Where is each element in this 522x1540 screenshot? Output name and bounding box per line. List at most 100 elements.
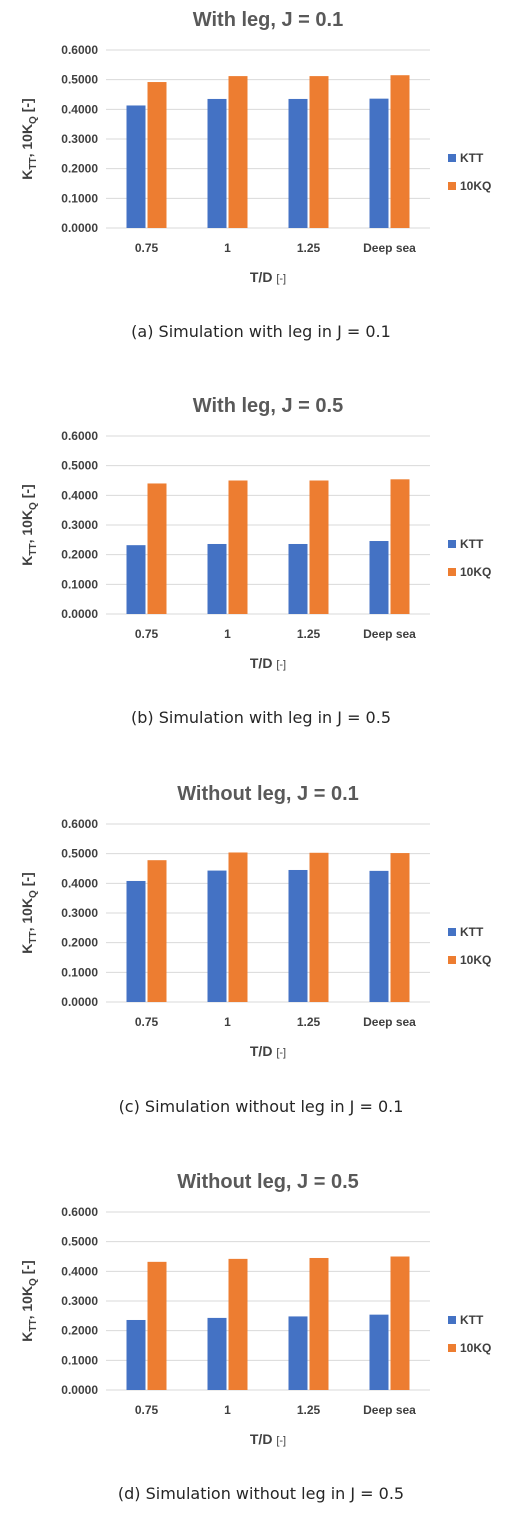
x-axis-title: T/D [-] bbox=[250, 1043, 286, 1059]
x-tick-label: 1.25 bbox=[297, 1015, 321, 1029]
legend-label: 10KQ bbox=[460, 179, 491, 193]
y-tick-label: 0.0000 bbox=[61, 995, 98, 1009]
y-tick-label: 0.6000 bbox=[61, 1205, 98, 1219]
bar-10kq bbox=[147, 483, 167, 614]
y-tick-label: 0.4000 bbox=[61, 488, 98, 502]
x-tick-label: 0.75 bbox=[135, 1403, 159, 1417]
figure-caption: (b) Simulation with leg in J = 0.5 bbox=[130, 708, 391, 727]
legend-swatch bbox=[448, 182, 456, 190]
bar-ktt bbox=[207, 870, 227, 1002]
x-axis-title: T/D [-] bbox=[250, 655, 286, 671]
y-tick-label: 0.3000 bbox=[61, 1294, 98, 1308]
bar-10kq bbox=[228, 480, 248, 614]
y-tick-label: 0.1000 bbox=[61, 191, 98, 205]
bar-10kq bbox=[147, 860, 167, 1002]
bar-ktt bbox=[369, 870, 389, 1002]
y-tick-label: 0.6000 bbox=[61, 817, 98, 831]
y-tick-label: 0.4000 bbox=[61, 1264, 98, 1278]
bar-ktt bbox=[288, 98, 308, 228]
legend-swatch bbox=[448, 956, 456, 964]
chart-title: Without leg, J = 0.5 bbox=[177, 1171, 359, 1193]
x-tick-label: 0.75 bbox=[135, 241, 159, 255]
x-tick-label: 1 bbox=[224, 1015, 231, 1029]
x-tick-label: Deep sea bbox=[363, 627, 416, 641]
legend-swatch bbox=[448, 568, 456, 576]
bar-10kq bbox=[228, 76, 248, 229]
bar-chart: With leg, J = 0.1 0.0000 0.1000 0.2000 0.300… bbox=[19, 9, 491, 285]
legend-swatch bbox=[448, 540, 456, 548]
x-tick-label: 1 bbox=[224, 241, 231, 255]
y-tick-label: 0.3000 bbox=[61, 518, 98, 532]
bar-ktt bbox=[207, 1317, 227, 1390]
bar-10kq bbox=[390, 479, 410, 614]
bar-10kq bbox=[309, 852, 329, 1002]
x-axis-title: T/D [-] bbox=[250, 269, 286, 285]
bar-ktt bbox=[288, 543, 308, 614]
legend-swatch bbox=[448, 928, 456, 936]
legend-label: KTT bbox=[460, 925, 484, 939]
chart-panel: With leg, J = 0.1 0.0000 0.1000 0.2000 0.300… bbox=[0, 0, 522, 378]
bar-10kq bbox=[390, 75, 410, 228]
bar-10kq bbox=[309, 480, 329, 614]
bar-chart: With leg, J = 0.5 0.0000 0.1000 0.2000 0.300… bbox=[19, 395, 491, 671]
legend-swatch bbox=[448, 1344, 456, 1352]
bar-ktt bbox=[369, 1314, 389, 1390]
bar-ktt bbox=[369, 98, 389, 228]
y-tick-label: 0.5000 bbox=[61, 73, 98, 87]
y-tick-label: 0.2000 bbox=[61, 936, 98, 950]
figure-caption: (a) Simulation with leg in J = 0.1 bbox=[131, 322, 391, 341]
legend-label: KTT bbox=[460, 537, 484, 551]
legend-label: 10KQ bbox=[460, 953, 491, 967]
legend-label: 10KQ bbox=[460, 565, 491, 579]
bar-10kq bbox=[309, 76, 329, 229]
y-axis-title: KTT, 10KQ [-] bbox=[19, 872, 39, 953]
figure-caption: (c) Simulation without leg in J = 0.1 bbox=[118, 1097, 404, 1116]
x-tick-label: 1 bbox=[224, 1403, 231, 1417]
y-tick-label: 0.6000 bbox=[61, 429, 98, 443]
chart-panel: With leg, J = 0.5 0.0000 0.1000 0.2000 0.300… bbox=[0, 386, 522, 764]
legend-label: KTT bbox=[460, 1313, 484, 1327]
bar-ktt bbox=[126, 545, 146, 614]
x-tick-label: Deep sea bbox=[363, 1403, 416, 1417]
bar-10kq bbox=[147, 82, 167, 228]
x-tick-label: 1.25 bbox=[297, 627, 321, 641]
y-tick-label: 0.5000 bbox=[61, 459, 98, 473]
x-axis-title: T/D [-] bbox=[250, 1431, 286, 1447]
bar-10kq bbox=[228, 1258, 248, 1390]
y-tick-label: 0.6000 bbox=[61, 43, 98, 57]
legend-swatch bbox=[448, 154, 456, 162]
chart-panel: Without leg, J = 0.1 0.0000 0.1000 0.2000 0.… bbox=[0, 774, 522, 1152]
y-axis-title: KTT, 10KQ [-] bbox=[19, 484, 39, 565]
bar-chart: Without leg, J = 0.5 0.0000 0.1000 0.2000 0.… bbox=[19, 1171, 491, 1447]
x-tick-label: 0.75 bbox=[135, 627, 159, 641]
bar-10kq bbox=[147, 1261, 167, 1390]
y-tick-label: 0.0000 bbox=[61, 1383, 98, 1397]
chart-title: Without leg, J = 0.1 bbox=[177, 783, 359, 805]
y-tick-label: 0.5000 bbox=[61, 847, 98, 861]
bar-10kq bbox=[228, 852, 248, 1002]
bar-ktt bbox=[288, 1316, 308, 1390]
x-tick-label: Deep sea bbox=[363, 1015, 416, 1029]
y-tick-label: 0.0000 bbox=[61, 221, 98, 235]
x-tick-label: 1 bbox=[224, 627, 231, 641]
y-tick-label: 0.1000 bbox=[61, 965, 98, 979]
y-tick-label: 0.4000 bbox=[61, 102, 98, 116]
y-tick-label: 0.3000 bbox=[61, 132, 98, 146]
bar-10kq bbox=[390, 853, 410, 1002]
bar-ktt bbox=[369, 541, 389, 614]
bar-ktt bbox=[207, 98, 227, 228]
legend-label: 10KQ bbox=[460, 1341, 491, 1355]
x-tick-label: 1.25 bbox=[297, 241, 321, 255]
chart-panel: Without leg, J = 0.5 0.0000 0.1000 0.2000 0.… bbox=[0, 1162, 522, 1540]
x-tick-label: 0.75 bbox=[135, 1015, 159, 1029]
y-tick-label: 0.0000 bbox=[61, 607, 98, 621]
y-tick-label: 0.4000 bbox=[61, 876, 98, 890]
chart-title: With leg, J = 0.5 bbox=[193, 395, 343, 417]
bar-10kq bbox=[390, 1256, 410, 1390]
bar-10kq bbox=[309, 1257, 329, 1390]
bar-chart: Without leg, J = 0.1 0.0000 0.1000 0.2000 0.… bbox=[19, 783, 491, 1059]
legend-label: KTT bbox=[460, 151, 484, 165]
bar-ktt bbox=[126, 105, 146, 228]
bar-ktt bbox=[126, 880, 146, 1002]
y-axis-title: KTT, 10KQ [-] bbox=[19, 98, 39, 179]
